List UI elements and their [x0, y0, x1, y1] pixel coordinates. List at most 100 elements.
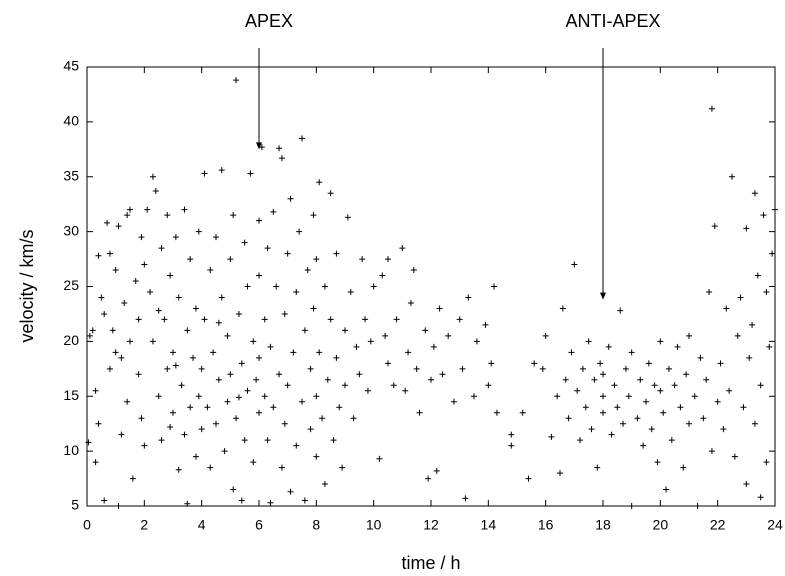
point: [617, 307, 624, 314]
point: [316, 349, 323, 356]
point: [488, 360, 495, 367]
point: [204, 404, 211, 411]
point: [729, 173, 735, 180]
point: [307, 365, 314, 372]
point: [172, 362, 179, 369]
point: [763, 288, 770, 295]
x-tick-label: 20: [653, 517, 669, 533]
point: [224, 398, 231, 405]
point: [731, 453, 738, 460]
y-tick-label: 10: [63, 442, 79, 458]
point: [287, 195, 294, 202]
point: [321, 283, 328, 290]
point: [104, 219, 111, 226]
point: [708, 105, 715, 112]
point: [327, 190, 334, 197]
point: [201, 170, 208, 177]
point: [278, 464, 285, 471]
point: [267, 343, 274, 350]
point: [281, 420, 288, 427]
point: [691, 393, 698, 400]
point: [207, 464, 214, 471]
point: [565, 415, 572, 422]
point: [250, 459, 257, 466]
point: [519, 409, 526, 416]
y-tick-label: 30: [63, 222, 79, 238]
point: [643, 398, 649, 405]
point: [367, 338, 374, 345]
point: [459, 365, 466, 372]
point: [175, 466, 182, 473]
x-tick-label: 6: [255, 517, 263, 533]
point: [714, 398, 721, 405]
point: [385, 360, 391, 367]
point: [261, 316, 268, 323]
point: [407, 299, 414, 306]
point: [465, 294, 472, 301]
point: [571, 261, 578, 268]
point: [284, 382, 291, 389]
point: [364, 387, 371, 394]
point: [181, 431, 188, 438]
point: [192, 453, 199, 460]
point: [700, 415, 707, 422]
point: [276, 371, 283, 378]
point: [559, 305, 566, 312]
point: [347, 288, 354, 295]
point: [301, 497, 308, 504]
point: [760, 212, 767, 219]
point: [628, 503, 635, 509]
point: [766, 343, 773, 350]
point: [436, 305, 443, 312]
point: [413, 365, 420, 372]
point: [175, 294, 182, 301]
point: [293, 442, 300, 449]
point: [129, 475, 136, 482]
x-tick-label: 14: [481, 517, 497, 533]
point: [493, 409, 500, 416]
point: [608, 431, 615, 438]
point: [316, 179, 323, 186]
point: [743, 481, 750, 488]
point: [579, 365, 586, 372]
point: [342, 327, 348, 334]
point: [614, 404, 621, 411]
point: [697, 354, 704, 361]
point: [654, 459, 661, 466]
x-tick-label: 24: [767, 517, 783, 533]
point: [686, 420, 692, 427]
point: [106, 250, 113, 257]
point: [233, 77, 240, 84]
point: [663, 486, 670, 493]
point: [284, 250, 291, 257]
point: [562, 376, 569, 383]
point: [195, 228, 202, 235]
point: [164, 365, 171, 372]
point: [668, 437, 675, 444]
point: [746, 354, 753, 361]
point: [152, 188, 159, 195]
point: [439, 371, 446, 378]
point: [751, 190, 758, 197]
point: [422, 327, 429, 334]
point: [253, 376, 260, 383]
point: [141, 442, 148, 449]
point: [637, 376, 644, 383]
point: [92, 387, 99, 394]
point: [313, 256, 320, 263]
point: [445, 332, 452, 339]
point: [158, 437, 165, 444]
point: [167, 423, 174, 430]
point: [138, 234, 145, 241]
point: [542, 332, 549, 339]
point: [233, 415, 240, 422]
point: [313, 453, 320, 460]
x-tick-label: 12: [423, 517, 439, 533]
point: [749, 321, 756, 328]
point: [115, 503, 122, 509]
point: [170, 349, 176, 356]
point: [250, 338, 257, 345]
point: [416, 409, 423, 416]
point: [591, 376, 598, 383]
point: [703, 376, 710, 383]
